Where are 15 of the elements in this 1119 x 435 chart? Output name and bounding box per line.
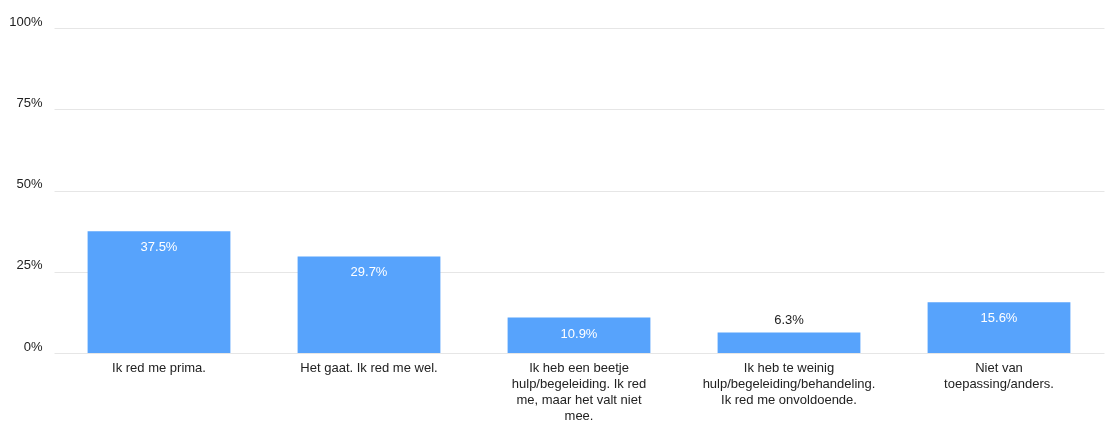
x-tick-label: Niet van toepassing/anders. [944, 359, 1054, 391]
data-label: 6.3% [774, 311, 805, 327]
y-tick-label: 75% [16, 94, 43, 110]
x-tick-label: Ik red me prima. [112, 359, 206, 375]
data-label: 29.7% [350, 264, 388, 280]
y-tick-label: 25% [16, 257, 43, 273]
x-tick-label: Ik heb te weinig hulp/begeleiding/behandeling. Ik red me onvoldoende. [702, 359, 876, 407]
x-tick-label: Ik heb een beetje hulp/begeleiding. Ik red me, maar het valt niet mee. [511, 359, 647, 423]
data-label: 15.6% [980, 310, 1018, 326]
x-tick-label: Het gaat. Ik red me wel. [300, 359, 438, 375]
y-tick-label: 0% [23, 338, 43, 354]
data-label: 10.9% [560, 325, 598, 341]
y-tick-label: 100% [9, 13, 43, 29]
y-tick-label: 50% [16, 176, 43, 191]
data-label: 37.5% [140, 239, 178, 255]
